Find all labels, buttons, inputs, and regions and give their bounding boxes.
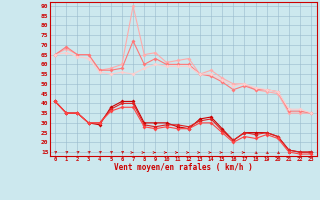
X-axis label: Vent moyen/en rafales ( km/h ): Vent moyen/en rafales ( km/h ): [114, 164, 252, 172]
